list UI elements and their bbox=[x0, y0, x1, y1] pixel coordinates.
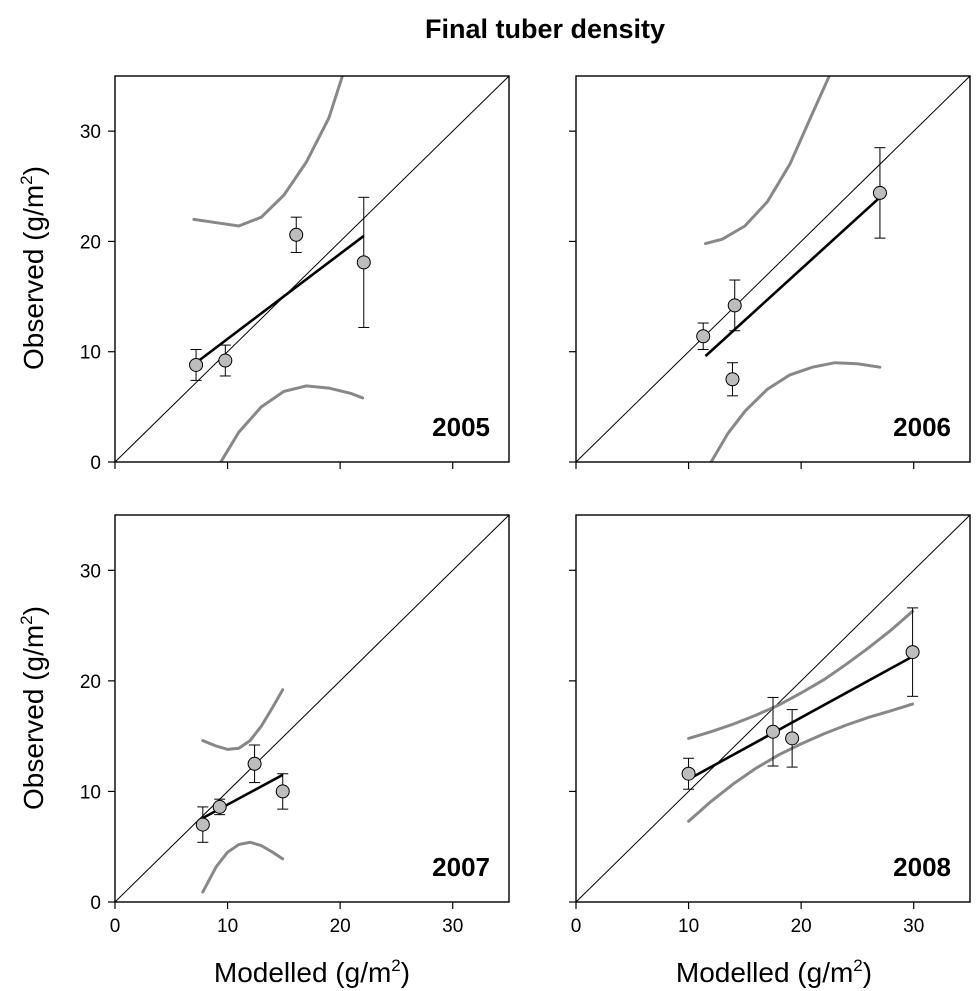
data-point bbox=[905, 645, 920, 660]
x-axis-label-close: ) bbox=[401, 957, 410, 988]
lower-confidence-band bbox=[219, 384, 365, 462]
data-point bbox=[766, 724, 780, 739]
chart-panel-2005: 0 10 20 30 2005 bbox=[80, 75, 510, 474]
regression-line bbox=[195, 234, 365, 364]
x-axis-label-close: ) bbox=[863, 957, 872, 988]
x-tick-label: 0 bbox=[110, 916, 121, 937]
y-tick-label: 10 bbox=[80, 343, 101, 364]
data-point bbox=[195, 817, 210, 832]
upper-confidence-band bbox=[192, 76, 344, 228]
data-point bbox=[247, 756, 262, 771]
year-label: 2008 bbox=[893, 852, 951, 882]
y-axis-label-close: ) bbox=[18, 606, 49, 615]
chart-panel-2008: 0 10 20 30 2008 bbox=[569, 514, 971, 937]
year-label: 2006 bbox=[893, 412, 951, 442]
x-axis-label-superscript: 2 bbox=[391, 956, 400, 975]
x-axis-label-right: Modelled (g/m2) bbox=[676, 956, 872, 988]
plot-frame bbox=[575, 514, 971, 903]
data-point bbox=[727, 298, 742, 313]
y-axis-label-main: Observed (g/m bbox=[18, 185, 49, 370]
data-point bbox=[356, 255, 371, 270]
plot-frame bbox=[114, 514, 510, 903]
x-axis-label-main: Modelled (g/m bbox=[676, 957, 853, 988]
x-axis-label-superscript: 2 bbox=[853, 956, 862, 975]
x-tick-label: 10 bbox=[678, 916, 699, 937]
lower-confidence-band bbox=[687, 702, 915, 823]
data-point bbox=[696, 329, 711, 344]
x-tick-label: 20 bbox=[791, 916, 812, 937]
plot-frame bbox=[575, 75, 971, 463]
year-label: 2005 bbox=[432, 412, 490, 442]
data-point bbox=[289, 227, 304, 242]
x-tick-label: 0 bbox=[571, 916, 582, 937]
plot-frame bbox=[114, 75, 510, 463]
chart-panel-2007: 0 10 20 30 0 10 20 30 2007 bbox=[80, 514, 510, 937]
y-tick-label: 30 bbox=[80, 561, 101, 582]
upper-confidence-band bbox=[687, 609, 915, 740]
data-point bbox=[189, 357, 204, 372]
plot-area bbox=[576, 76, 970, 462]
plot-area bbox=[115, 76, 509, 462]
x-axis-label-left: Modelled (g/m2) bbox=[214, 956, 410, 988]
chart-panel-2006: 2006 bbox=[569, 75, 971, 469]
regression-line bbox=[687, 655, 914, 781]
data-point bbox=[275, 784, 290, 799]
one-to-one-line bbox=[115, 76, 509, 462]
plot-area bbox=[576, 515, 970, 902]
figure-title: Final tuber density bbox=[425, 14, 665, 44]
y-tick-label: 0 bbox=[90, 893, 101, 914]
year-label: 2007 bbox=[432, 852, 490, 882]
y-axis-label-superscript: 2 bbox=[17, 615, 36, 624]
lower-confidence-band bbox=[201, 840, 285, 894]
data-point bbox=[785, 731, 800, 746]
chart-panels: 0 10 20 30 2005 2006 0 10 20 30 0 10 20 30 2007 0 10 20 30… bbox=[80, 75, 971, 937]
x-tick-label: 10 bbox=[217, 916, 238, 937]
y-tick-label: 30 bbox=[80, 122, 101, 143]
y-tick-label: 10 bbox=[80, 782, 101, 803]
data-point bbox=[681, 766, 696, 781]
y-axis-label-bottom: Observed (g/m2) bbox=[17, 606, 49, 810]
y-tick-label: 20 bbox=[80, 672, 101, 693]
y-axis-label-main: Observed (g/m bbox=[18, 625, 49, 810]
x-tick-label: 30 bbox=[903, 916, 924, 937]
y-axis-label-close: ) bbox=[18, 166, 49, 175]
x-tick-label: 30 bbox=[442, 916, 463, 937]
one-to-one-line bbox=[576, 76, 970, 462]
data-point bbox=[725, 372, 740, 387]
y-tick-label: 0 bbox=[90, 453, 101, 474]
plot-area bbox=[115, 515, 509, 902]
x-axis-label-main: Modelled (g/m bbox=[214, 957, 391, 988]
y-tick-label: 20 bbox=[80, 232, 101, 253]
x-tick-label: 20 bbox=[330, 916, 351, 937]
data-point bbox=[212, 799, 227, 814]
upper-confidence-band bbox=[704, 76, 831, 246]
data-point bbox=[872, 185, 887, 200]
upper-confidence-band bbox=[201, 688, 285, 751]
data-point bbox=[218, 353, 233, 368]
y-axis-label-superscript: 2 bbox=[17, 175, 36, 184]
one-to-one-line bbox=[115, 515, 509, 902]
regression-line bbox=[704, 196, 881, 358]
lower-confidence-band bbox=[709, 361, 882, 462]
y-axis-label-top: Observed (g/m2) bbox=[17, 166, 49, 370]
